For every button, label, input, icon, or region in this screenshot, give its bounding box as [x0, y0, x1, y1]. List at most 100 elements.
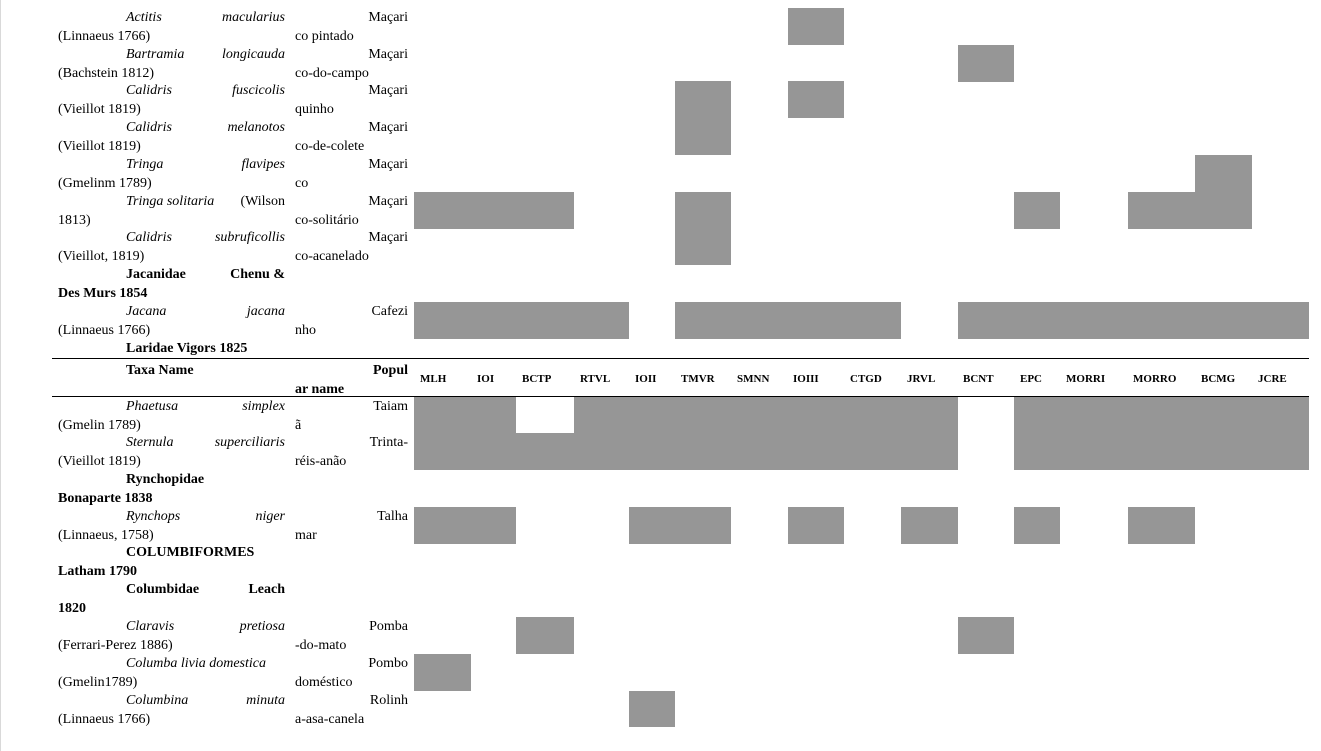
presence-cell-bcnt — [958, 45, 1014, 82]
popular-name-cell: Maçari quinho — [295, 81, 408, 119]
table-row: Claravis pretiosa (Ferrari-Perez 1886) Pomb… — [0, 617, 1321, 654]
species-epithet: melanotos — [227, 120, 285, 135]
popular-name-line-1: Maçari — [368, 230, 408, 245]
presence-cell-epc — [1014, 433, 1060, 470]
presence-cell-rtvl — [574, 302, 629, 339]
presence-cell-jrvl — [901, 507, 958, 544]
species-authority: (Ferrari-Perez 1886) — [58, 638, 173, 653]
popular-name-cell: Pombo doméstico — [295, 654, 408, 692]
column-header-jcre: JCRE — [1258, 373, 1287, 385]
table-row: Bartramia longicauda (Bachstein 1812) Maçar… — [0, 45, 1321, 82]
popular-name-line-2: nho — [295, 323, 316, 338]
presence-cell-ioi — [471, 433, 516, 470]
taxa-name-cell: Columbina minuta (Linnaeus 1766) — [58, 691, 285, 729]
presence-cell-ioi — [471, 192, 516, 229]
taxa-name-cell: Jacanidae Chenu & Des Murs 1854 — [58, 265, 285, 303]
column-header-ioii: IOII — [635, 373, 657, 385]
species-genus: Calidris — [126, 230, 172, 245]
species-epithet: pretiosa — [239, 619, 285, 634]
presence-cell-bcmg — [1195, 155, 1252, 192]
table-row: Calidris fuscicolis (Vieillot 1819) Maçari q… — [0, 81, 1321, 118]
presence-cell-ioiii — [788, 8, 844, 45]
group-name-line-1: Laridae Vigors 1825 — [58, 339, 285, 358]
species-authority: (Gmelinm 1789) — [58, 176, 152, 191]
presence-cell-ioi — [471, 507, 516, 544]
presence-cell-mlh — [414, 654, 471, 691]
species-genus: Tringa solitaria — [126, 194, 215, 209]
taxa-line-1: Calidris subruficollis — [58, 228, 285, 247]
presence-cell-ioii — [629, 507, 675, 544]
species-epithet: fuscicolis — [232, 83, 285, 98]
species-authority: (Linnaeus, 1758) — [58, 528, 154, 543]
popular-name-cell: Pomba -do-mato — [295, 617, 408, 655]
taxa-name-cell: Calidris subruficollis (Vieillot, 1819) — [58, 228, 285, 266]
species-genus: Claravis — [126, 619, 175, 634]
presence-cell-ioi — [471, 397, 516, 433]
taxa-name-cell: Laridae Vigors 1825 — [58, 339, 285, 358]
species-epithet: minuta — [246, 693, 285, 708]
popular-name-line-2: a-asa-canela — [295, 712, 365, 727]
presence-cell-smnn — [731, 302, 788, 339]
species-authority: (Bachstein 1812) — [58, 66, 155, 81]
presence-cell-mlh — [414, 507, 471, 544]
species-genus: Calidris — [126, 83, 172, 98]
popular-name-cell: Maçari co-acanelado — [295, 228, 408, 266]
popular-name-line-2: co pintado — [295, 29, 354, 44]
group-authority: Des Murs 1854 — [58, 286, 148, 301]
presence-cell-morri — [1060, 302, 1128, 339]
presence-cell-ioii — [629, 433, 675, 470]
presence-cell-bcmg — [1195, 397, 1252, 433]
presence-cell-epc — [1014, 192, 1060, 229]
table-row: Jacana jacana (Linnaeus 1766) Cafezi nho — [0, 302, 1321, 339]
taxa-name-cell: Tringa flavipes (Gmelinm 1789) — [58, 155, 285, 193]
page-left-edge — [0, 0, 1, 751]
species-genus: Rynchops — [126, 509, 181, 524]
presence-cell-ctgd — [844, 302, 901, 339]
species-epithet: macularius — [222, 10, 285, 25]
table-row: Tringa flavipes (Gmelinm 1789) Maçari co — [0, 155, 1321, 192]
presence-cell-tmvr — [675, 228, 731, 265]
taxa-name-cell: Bartramia longicauda (Bachstein 1812) — [58, 45, 285, 83]
table-row: Actitis macularius (Linnaeus 1766) Maçari co… — [0, 8, 1321, 45]
popular-name-cell: Cafezi nho — [295, 302, 408, 340]
presence-cell-tmvr — [675, 507, 731, 544]
popular-name-line-1: Pombo — [368, 656, 408, 671]
species-epithet: flavipes — [241, 157, 285, 172]
taxa-line-1: Calidris melanotos — [58, 118, 285, 137]
taxa-line-1: Rynchops niger — [58, 507, 285, 526]
popular-header-line-1: Popul — [372, 363, 408, 378]
presence-cell-ioiii — [788, 302, 844, 339]
column-header-jrvl: JRVL — [907, 373, 936, 385]
table-row: Tringa solitaria (Wilson 1813) Maçari co-sol… — [0, 192, 1321, 229]
popular-name-cell: Maçari co-de-colete — [295, 118, 408, 156]
presence-cell-ioiii — [788, 397, 844, 433]
taxa-name-cell: Tringa solitaria (Wilson 1813) — [58, 192, 285, 230]
presence-cell-ioiii — [788, 507, 844, 544]
group-authority: Bonaparte 1838 — [58, 491, 153, 506]
presence-cell-tmvr — [675, 433, 731, 470]
header-top-rule — [52, 358, 1309, 359]
column-header-bcnt: BCNT — [963, 373, 994, 385]
presence-cell-ctgd — [844, 433, 901, 470]
table-row: Calidris melanotos (Vieillot 1819) Maçari co… — [0, 118, 1321, 155]
presence-cell-epc — [1014, 397, 1060, 433]
group-name: Laridae Vigors 1825 — [126, 341, 248, 356]
group-name: Rynchopidae — [126, 472, 205, 487]
column-header-ctgd: CTGD — [850, 373, 882, 385]
taxa-line-1: Jacana jacana — [58, 302, 285, 321]
taxa-line-1: Sternula superciliaris — [58, 433, 285, 452]
species-genus: Bartramia — [126, 47, 185, 62]
taxa-name-cell: Phaetusa simplex (Gmelin 1789) — [58, 397, 285, 435]
taxa-name-cell: Calidris melanotos (Vieillot 1819) — [58, 118, 285, 156]
species-epithet: (Wilson — [240, 194, 285, 209]
group-name-rest: Leach — [248, 582, 285, 597]
taxa-name-cell: Columbidae Leach 1820 — [58, 580, 285, 618]
column-header-epc: EPC — [1020, 373, 1042, 385]
group-name-line-1: Jacanidae Chenu & — [58, 265, 285, 284]
group-name: COLUMBIFORMES — [126, 545, 255, 560]
taxa-name-cell: Claravis pretiosa (Ferrari-Perez 1886) — [58, 617, 285, 655]
species-authority: (Gmelin1789) — [58, 675, 138, 690]
presence-cell-morro — [1128, 433, 1195, 470]
group-name-line-1: Columbidae Leach — [58, 580, 285, 599]
species-genus: Sternula — [126, 435, 174, 450]
